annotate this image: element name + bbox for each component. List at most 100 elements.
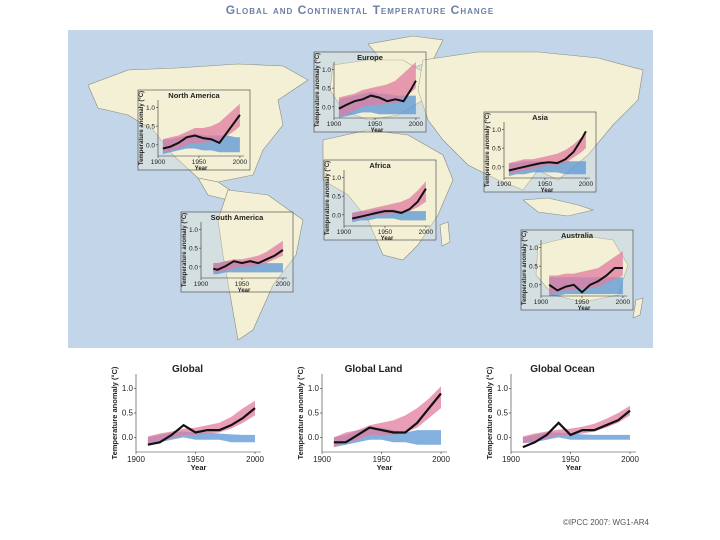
- y-axis-label: Temperature anomaly (°C): [315, 53, 321, 127]
- x-axis-label: Year: [578, 306, 591, 312]
- y-axis-label: Temperature anomaly (°C): [485, 113, 491, 187]
- anthropogenic-forcing-band: [549, 251, 623, 295]
- x-tick-label: 2000: [616, 299, 631, 306]
- chart-title: South America: [211, 213, 264, 222]
- chart-title: Global: [172, 364, 203, 375]
- y-tick-label: 1.0: [492, 127, 501, 134]
- y-tick-label: 0.5: [529, 264, 538, 271]
- chart-europe: Europe 0.0 0.5 1.0 1900 1950 2000 Year Temperatu…: [313, 51, 427, 134]
- x-tick-label: 1950: [373, 455, 391, 464]
- y-tick-label: 0.5: [308, 409, 320, 418]
- x-axis-label: Year: [381, 236, 394, 242]
- y-tick-label: 0.5: [189, 246, 198, 253]
- y-axis-label: Temperature anomaly (°C): [325, 161, 331, 235]
- observations-line: [333, 392, 442, 444]
- x-tick-label: 2000: [233, 159, 248, 166]
- chart-global: Global 0.0 0.5 1.0 1900 1950 2000 Year Temperatu…: [110, 360, 265, 472]
- x-tick-label: 1900: [337, 229, 352, 236]
- y-tick-label: 0.0: [308, 433, 320, 442]
- chart-global-ocean: Global Ocean 0.0 0.5 1.0 1900 1950 2000 Year Tem…: [485, 360, 640, 472]
- chart-title: Global Land: [345, 364, 403, 375]
- y-axis-label: Temperature anomaly (°C): [522, 231, 528, 305]
- x-tick-label: 1950: [538, 181, 553, 188]
- x-tick-label: 2000: [432, 455, 450, 464]
- africa-shape: [322, 129, 454, 261]
- figure-panel: North America 0.0 0.5 1.0 1900 1950 2000 Year Te…: [68, 30, 653, 494]
- y-tick-label: 1.0: [529, 245, 538, 252]
- x-tick-label: 1950: [235, 281, 250, 288]
- y-axis-label: Temperature anomaly (°C): [110, 366, 119, 459]
- x-axis-label: Year: [191, 463, 207, 472]
- anthropogenic-forcing-band: [213, 240, 283, 273]
- y-axis-label: Temperature anomaly (°C): [182, 213, 188, 287]
- figure-title: Global and Continental Temperature Chang…: [225, 3, 495, 17]
- y-tick-label: 0.0: [146, 142, 155, 149]
- y-tick-label: 0.5: [122, 409, 134, 418]
- x-tick-label: 1900: [327, 121, 342, 128]
- x-tick-label: 2000: [409, 121, 424, 128]
- chart-australia: Australia 0.0 0.5 1.0 1900 1950 2000 Year Temper…: [520, 229, 634, 312]
- chart-north-america: North America 0.0 0.5 1.0 1900 1950 2000 Year Te…: [137, 89, 251, 172]
- observations-line: [548, 267, 623, 294]
- x-tick-label: 1900: [497, 181, 512, 188]
- y-tick-label: 0.5: [322, 86, 331, 93]
- x-tick-label: 1900: [151, 159, 166, 166]
- x-axis-label: Year: [377, 463, 393, 472]
- chart-title: Africa: [369, 161, 391, 170]
- chart-title: Global Ocean: [530, 364, 594, 375]
- x-tick-label: 1900: [502, 455, 520, 464]
- y-tick-label: 1.0: [332, 175, 341, 182]
- anthropogenic-forcing-band: [508, 133, 586, 175]
- madagascar-shape: [439, 221, 451, 247]
- observations-line: [351, 188, 427, 220]
- x-tick-label: 2000: [276, 281, 291, 288]
- observations-line: [508, 130, 587, 172]
- chart-africa: Africa 0.0 0.5 1.0 1900 1950 2000 Year Temperatu…: [323, 159, 437, 242]
- chart-global-land: Global Land 0.0 0.5 1.0 1900 1950 2000 Year Temp…: [296, 360, 451, 472]
- y-tick-label: 0.0: [497, 433, 509, 442]
- chart-title: Asia: [532, 113, 549, 122]
- y-tick-label: 0.5: [492, 146, 501, 153]
- x-tick-label: 2000: [419, 229, 434, 236]
- y-tick-label: 1.0: [122, 384, 134, 393]
- indonesia-shape: [522, 197, 595, 217]
- x-tick-label: 1900: [127, 455, 145, 464]
- chart-title: Australia: [561, 231, 594, 240]
- y-axis-label: Temperature anomaly (°C): [296, 366, 305, 459]
- x-tick-label: 1900: [534, 299, 549, 306]
- y-tick-label: 0.5: [497, 409, 509, 418]
- y-tick-label: 0.0: [322, 104, 331, 111]
- north-america-shape: [87, 63, 309, 183]
- observations-line: [213, 249, 284, 271]
- charts-layer: North America 0.0 0.5 1.0 1900 1950 2000 Year Te…: [110, 51, 640, 472]
- chart-title: North America: [168, 91, 220, 100]
- x-axis-label: Year: [541, 188, 554, 194]
- credit-text: ©IPCC 2007: WG1-AR4: [563, 518, 649, 527]
- x-axis-label: Year: [195, 166, 208, 172]
- chart-asia: Asia 0.0 0.5 1.0 1900 1950 2000 Year Temperature…: [483, 111, 597, 194]
- y-axis-label: Temperature anomaly (°C): [485, 366, 494, 459]
- x-axis-label: Year: [566, 463, 582, 472]
- x-tick-label: 1950: [575, 299, 590, 306]
- observations-line: [338, 80, 417, 110]
- y-tick-label: 0.0: [189, 264, 198, 271]
- x-tick-label: 2000: [246, 455, 264, 464]
- observations-line: [162, 114, 241, 150]
- x-tick-label: 1900: [313, 455, 331, 464]
- new-zealand-shape: [632, 297, 644, 319]
- y-tick-label: 0.0: [529, 282, 538, 289]
- y-tick-label: 1.0: [189, 227, 198, 234]
- observations-line: [522, 409, 631, 449]
- y-tick-label: 0.0: [122, 433, 134, 442]
- y-tick-label: 0.5: [332, 194, 341, 201]
- anthropogenic-forcing-band: [338, 62, 416, 117]
- y-tick-label: 0.0: [492, 164, 501, 171]
- x-axis-label: Year: [371, 128, 384, 134]
- chart-title: Europe: [357, 53, 383, 62]
- y-tick-label: 0.5: [146, 124, 155, 131]
- x-tick-label: 1950: [368, 121, 383, 128]
- x-tick-label: 2000: [579, 181, 594, 188]
- x-tick-label: 1950: [187, 455, 205, 464]
- y-axis-label: Temperature anomaly (°C): [139, 91, 145, 165]
- observations-line: [147, 407, 256, 446]
